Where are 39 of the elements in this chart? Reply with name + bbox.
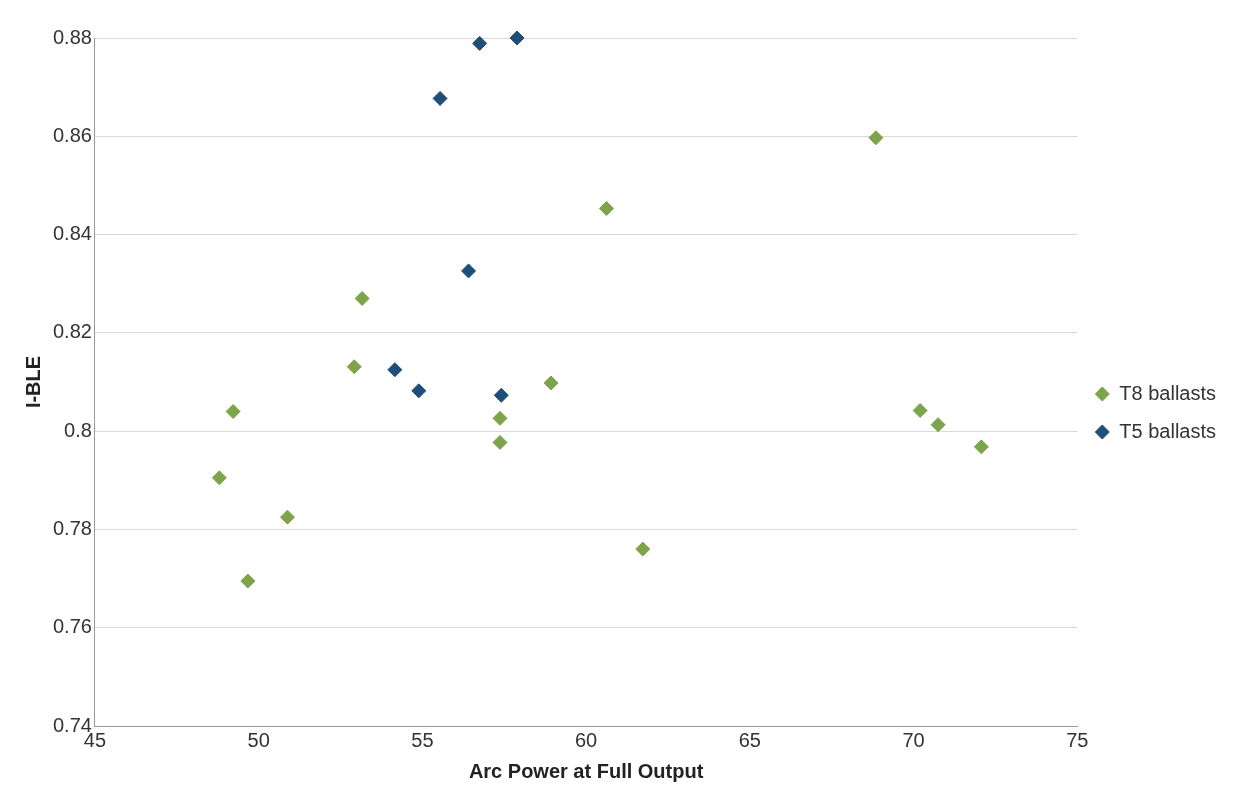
point [354, 290, 370, 306]
point [635, 541, 651, 557]
point [346, 359, 362, 375]
point [930, 417, 946, 433]
point [240, 573, 256, 589]
point [461, 263, 477, 279]
x-tick-label: 70 [902, 728, 925, 751]
y-tick-label: 0.76 [52, 615, 92, 638]
x-tick-label: 75 [1066, 728, 1089, 751]
point [225, 403, 241, 419]
point [411, 383, 427, 399]
y-tick-label: 0.78 [52, 516, 92, 539]
y-tick-label: 0.86 [52, 123, 92, 146]
x-axis-title: Arc Power at Full Output [468, 759, 704, 782]
point [509, 30, 525, 46]
point [868, 130, 884, 146]
legend-label: T8 ballasts [1119, 381, 1217, 404]
point [492, 434, 508, 450]
point [279, 509, 295, 525]
point [912, 403, 928, 418]
point [211, 470, 227, 486]
x-tick-label: 50 [247, 728, 270, 751]
y-tick-label: 0.84 [52, 222, 92, 245]
point [598, 201, 614, 217]
x-tick-label: 65 [738, 728, 761, 751]
x-tick-label: 60 [574, 728, 598, 751]
point [973, 439, 989, 455]
point [387, 362, 403, 378]
y-axis-title: I-BLE [21, 355, 44, 409]
x-tick-label: 55 [411, 728, 434, 751]
point [493, 387, 509, 403]
legend-label: T5 ballasts [1119, 419, 1217, 442]
y-tick-label: 0.8 [64, 418, 92, 441]
point [492, 410, 508, 426]
point [543, 375, 559, 391]
point [432, 90, 448, 106]
y-tick-label: 0.88 [52, 25, 92, 48]
point [472, 35, 488, 51]
y-tick-label: 0.82 [52, 320, 92, 343]
